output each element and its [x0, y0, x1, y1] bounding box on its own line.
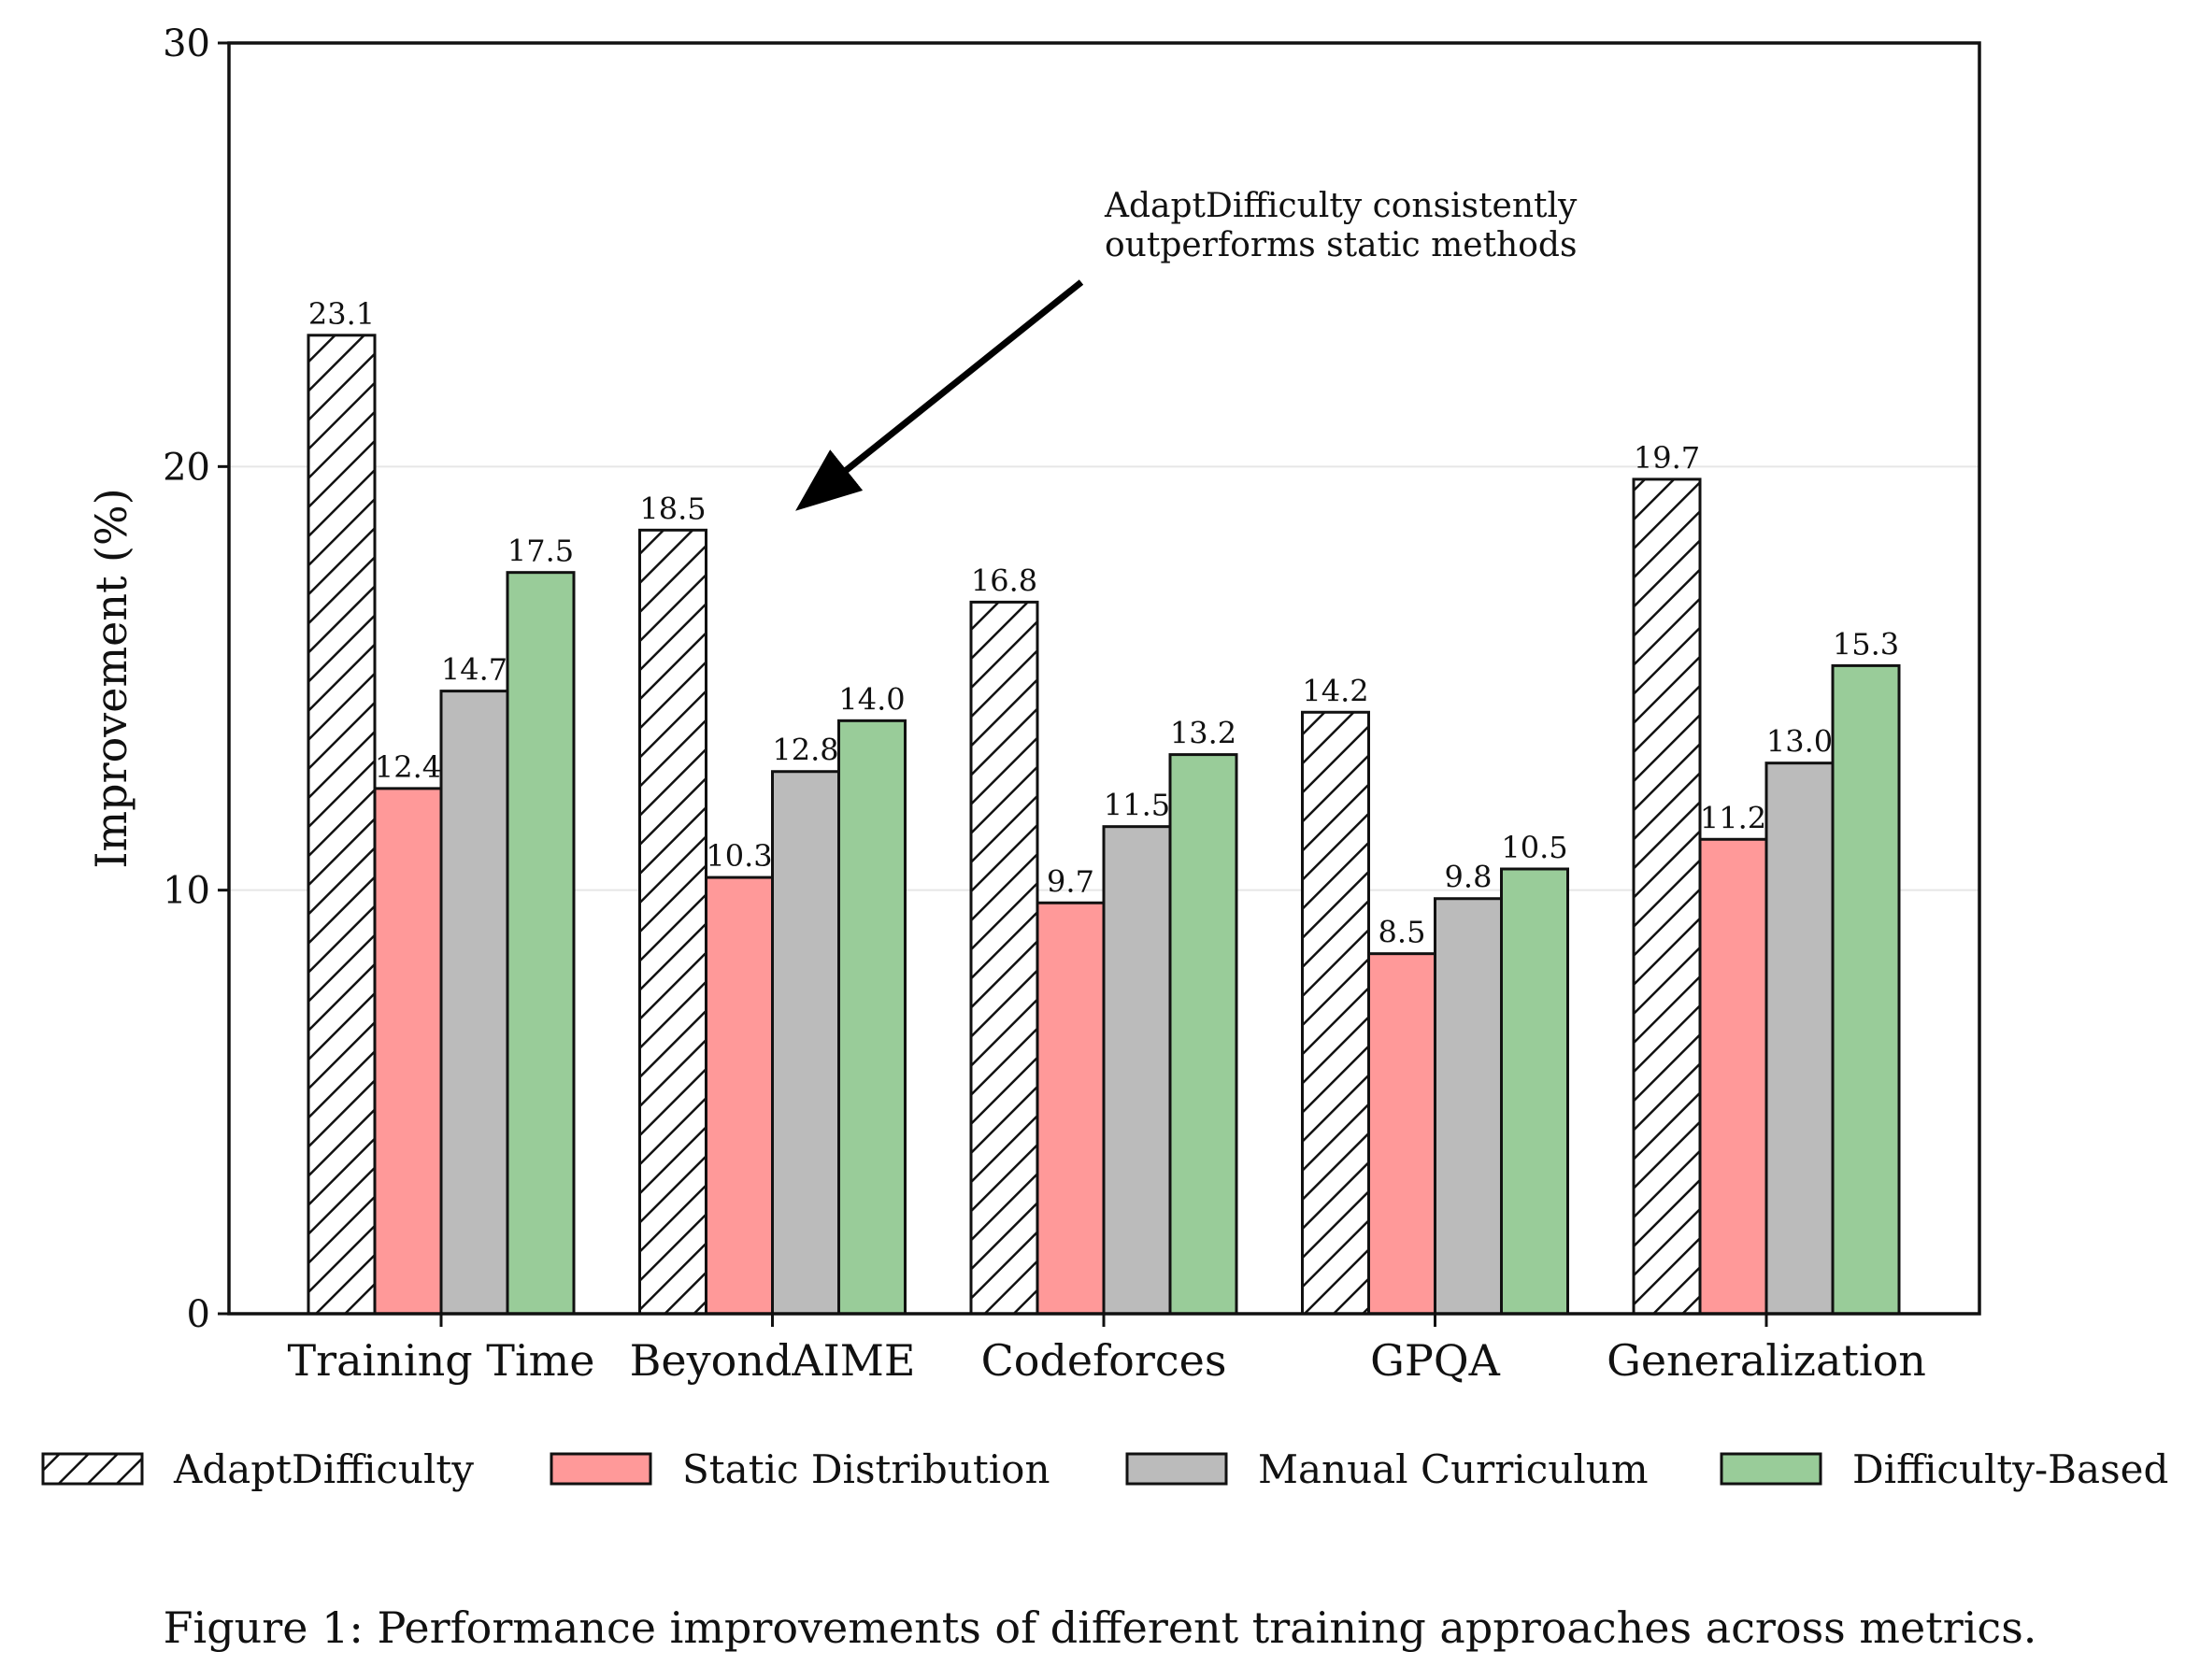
plot-frame	[227, 41, 1981, 1316]
bar-adaptdifficulty-4	[1632, 477, 1702, 1316]
bar-value-label: 10.3	[706, 838, 772, 874]
bar-value-label: 8.5	[1379, 915, 1426, 950]
legend-swatch	[550, 1452, 652, 1486]
bar-value-label: 19.7	[1634, 440, 1700, 476]
bar-value-label: 9.8	[1445, 860, 1493, 895]
bar-manual-curriculum-2	[1102, 825, 1172, 1316]
bar-value-label: 23.1	[308, 296, 375, 332]
bar-value-labels: 23.1 12.4 14.7 17.5 18.5 10.3 12.814.0 16.8 9.7 1…	[308, 296, 1899, 950]
annotation-text: outperforms static methods	[1105, 226, 1577, 264]
bar-value-label: 9.7	[1047, 863, 1094, 899]
x-tick-label: BeyondAIME	[630, 1335, 916, 1386]
bars	[307, 334, 1901, 1316]
bar-static-distribution-2	[1036, 901, 1106, 1316]
bar-value-label: 16.8	[971, 562, 1037, 598]
x-tick-label: Training Time	[287, 1335, 594, 1386]
y-tick-label: 10	[163, 870, 210, 913]
bar-manual-curriculum-0	[439, 690, 509, 1316]
bar-adaptdifficulty-3	[1301, 710, 1370, 1316]
legend-label: Difficulty-Based	[1852, 1446, 2168, 1492]
bar-value-label: 18.5	[639, 491, 706, 526]
bar-difficulty-based-0	[506, 571, 576, 1316]
x-tick-label: Generalization	[1607, 1335, 1926, 1386]
bar-static-distribution-1	[705, 876, 774, 1316]
legend: AdaptDifficulty Static Distribution Manual…	[41, 1446, 2168, 1492]
bar-static-distribution-0	[373, 787, 443, 1316]
annotation: AdaptDifficulty consistentlyoutperforms …	[795, 187, 1578, 511]
bar-value-label: 12.8	[772, 733, 838, 768]
bar-value-label: 12.4	[375, 749, 441, 785]
bar-manual-curriculum-4	[1764, 762, 1835, 1316]
x-tick-label: GPQA	[1370, 1335, 1500, 1386]
bar-value-label: 17.5	[507, 534, 574, 569]
legend-swatch	[41, 1452, 144, 1486]
bar-difficulty-based-3	[1500, 867, 1569, 1316]
bar-difficulty-based-2	[1168, 753, 1238, 1316]
x-tick-label: Codeforces	[981, 1335, 1227, 1386]
bar-value-label: 14.0	[838, 681, 905, 717]
y-tick-label: 20	[163, 446, 210, 489]
bar-difficulty-based-4	[1831, 663, 1901, 1316]
bar-value-label: 10.5	[1501, 830, 1567, 865]
y-axis-label: Improvement (%)	[86, 488, 136, 868]
bar-adaptdifficulty-1	[638, 528, 707, 1316]
bar-adaptdifficulty-2	[969, 600, 1039, 1316]
figure-caption: Figure 1: Performance improvements of di…	[164, 1602, 2037, 1653]
legend-label: AdaptDifficulty	[173, 1446, 474, 1492]
axes: 0 10 20 30 Training Time BeyondAIME Codeforces…	[86, 22, 1981, 1386]
legend-label: Manual Curriculum	[1258, 1446, 1649, 1492]
bar-manual-curriculum-3	[1434, 897, 1503, 1316]
legend-label: Static Distribution	[682, 1446, 1050, 1492]
bar-difficulty-based-1	[837, 719, 907, 1316]
annotation-text: AdaptDifficulty consistently	[1104, 187, 1578, 225]
bar-value-label: 11.5	[1104, 788, 1170, 823]
y-tick-label: 30	[163, 22, 210, 65]
bar-value-label: 13.2	[1170, 716, 1236, 751]
legend-swatch	[1720, 1452, 1822, 1486]
bar-value-label: 13.0	[1766, 724, 1833, 760]
annotation-arrow	[795, 279, 1084, 511]
bar-static-distribution-3	[1367, 952, 1436, 1316]
bar-manual-curriculum-1	[771, 770, 840, 1316]
bar-value-label: 14.7	[441, 652, 507, 688]
bar-value-label: 15.3	[1833, 626, 1899, 662]
y-tick-label: 0	[187, 1293, 210, 1336]
bar-static-distribution-4	[1698, 837, 1768, 1316]
bar-adaptdifficulty-0	[307, 334, 377, 1316]
legend-swatch	[1125, 1452, 1228, 1486]
bar-value-label: 14.2	[1302, 673, 1368, 708]
bar-value-label: 11.2	[1700, 800, 1766, 835]
